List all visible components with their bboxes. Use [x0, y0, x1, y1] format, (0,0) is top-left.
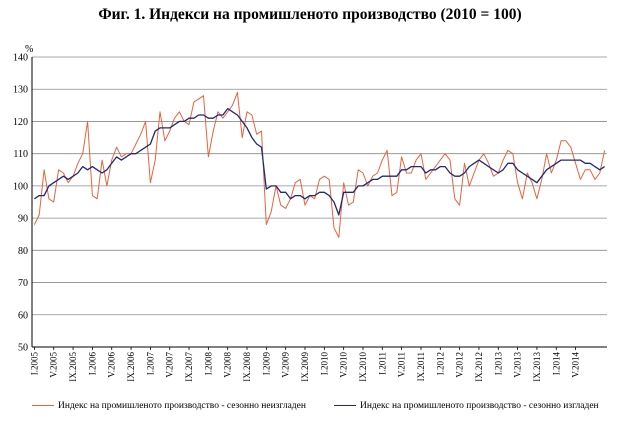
y-tick-label: 100	[13, 181, 28, 192]
x-tick-label: IX.2006	[126, 352, 136, 382]
y-tick-label: 130	[13, 85, 28, 96]
x-tick-label: I.2014	[551, 352, 561, 376]
y-tick-label: 60	[18, 310, 28, 321]
gridlines	[32, 56, 607, 348]
legend-label-unadjusted: Индекс на промишленото производство - се…	[58, 401, 306, 411]
x-tick-label: IX.2009	[300, 352, 310, 382]
x-tick-label: V.2010	[339, 352, 349, 378]
x-tick-label: IX.2010	[358, 352, 368, 382]
y-tick-label: 50	[18, 343, 28, 354]
series-line-adjusted	[34, 107, 605, 216]
x-tick-label: I.2011	[377, 352, 387, 375]
legend-swatch-adjusted	[334, 405, 356, 407]
x-tick-label: V.2013	[513, 352, 523, 378]
x-tick-label: IX.2011	[416, 352, 426, 381]
series-line-unadjusted	[33, 91, 606, 238]
x-tick-label: I.2008	[203, 352, 213, 376]
x-tick-label: V.2011	[397, 352, 407, 377]
legend-item-adjusted: Индекс на промишленото производство - се…	[334, 401, 599, 411]
x-tick-label: V.2007	[165, 352, 175, 378]
y-tick-label: 80	[18, 246, 28, 257]
x-tick-label: I.2007	[145, 352, 155, 376]
y-tick-label: 140	[13, 53, 28, 64]
x-tick-label: IX.2007	[184, 352, 194, 382]
x-tick-label: I.2010	[319, 352, 329, 376]
y-tick-label: 120	[13, 117, 28, 128]
y-axis-label: %	[25, 44, 33, 55]
x-tick-label: I.2012	[435, 352, 445, 375]
x-tick-label: V.2012	[455, 352, 465, 378]
x-tick-label: V.2014	[571, 352, 581, 378]
x-tick-label: I.2013	[493, 352, 503, 376]
x-tick-label: IX.2008	[242, 352, 252, 382]
x-tick-label: V.2009	[281, 352, 291, 378]
y-tick-label: 70	[18, 278, 28, 289]
x-tick-label: V.2006	[107, 352, 117, 378]
x-tick-label: I.2005	[29, 352, 39, 376]
x-tick-label: I.2006	[87, 352, 97, 376]
y-tick-label: 110	[13, 149, 28, 160]
x-tick-label: I.2009	[261, 352, 271, 376]
axes: %	[25, 44, 33, 347]
legend-label-adjusted: Индекс на промишленото производство - се…	[360, 401, 599, 411]
legend-item-unadjusted: Индекс на промишленото производство - се…	[32, 401, 306, 411]
x-tick-label: IX.2013	[532, 352, 542, 382]
series-lines	[33, 91, 606, 238]
x-tick-label: IX.2012	[474, 352, 484, 382]
y-tick-labels: 50 60 70 80 90 100 110 120 130 140	[13, 53, 28, 354]
x-tick-label: V.2008	[223, 352, 233, 378]
chart-title: Фиг. 1. Индекси на промишленото производ…	[98, 6, 522, 23]
x-tick-label: V.2005	[49, 352, 59, 378]
legend-swatch-unadjusted	[32, 405, 54, 407]
y-tick-label: 90	[18, 214, 28, 225]
x-tick-label: IX.2005	[68, 352, 78, 382]
x-tick-labels: I.2005 V.2005 IX.2005 I.2006 V.2006 IX.2006 I.…	[29, 347, 581, 382]
